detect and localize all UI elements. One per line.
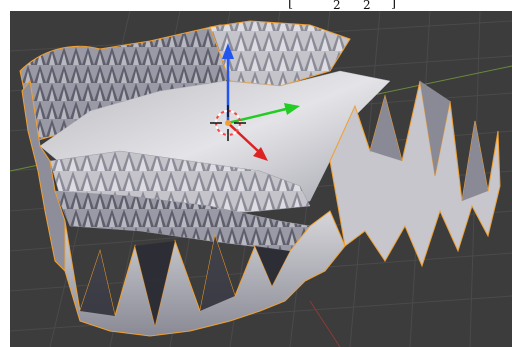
mesh-right-waves-shade (370, 81, 488, 201)
formula-strip: [ 2 2 ] (0, 0, 512, 14)
object-origin-dot (225, 120, 231, 126)
gizmo-x-arrow[interactable] (253, 147, 268, 161)
y-axis-line (309, 300, 341, 347)
mesh-right-waves[interactable] (329, 80, 501, 268)
formula-bracket-right: ] (391, 0, 397, 11)
3d-cursor[interactable] (210, 105, 246, 141)
gizmo-x-axis[interactable] (227, 122, 259, 152)
viewport-canvas[interactable] (10, 11, 512, 347)
gizmo-y-axis[interactable] (227, 107, 287, 125)
3d-viewport[interactable] (10, 11, 512, 347)
formula-bracket-left: [ (288, 0, 294, 11)
mesh-back[interactable] (209, 20, 351, 87)
gizmo-y-arrow[interactable] (284, 103, 300, 115)
mesh-left-wall[interactable] (21, 79, 66, 273)
gizmo-z-arrow[interactable] (222, 43, 234, 59)
formula-subscript-2: 2 (363, 0, 371, 12)
formula-subscript-1: 2 (333, 0, 341, 12)
